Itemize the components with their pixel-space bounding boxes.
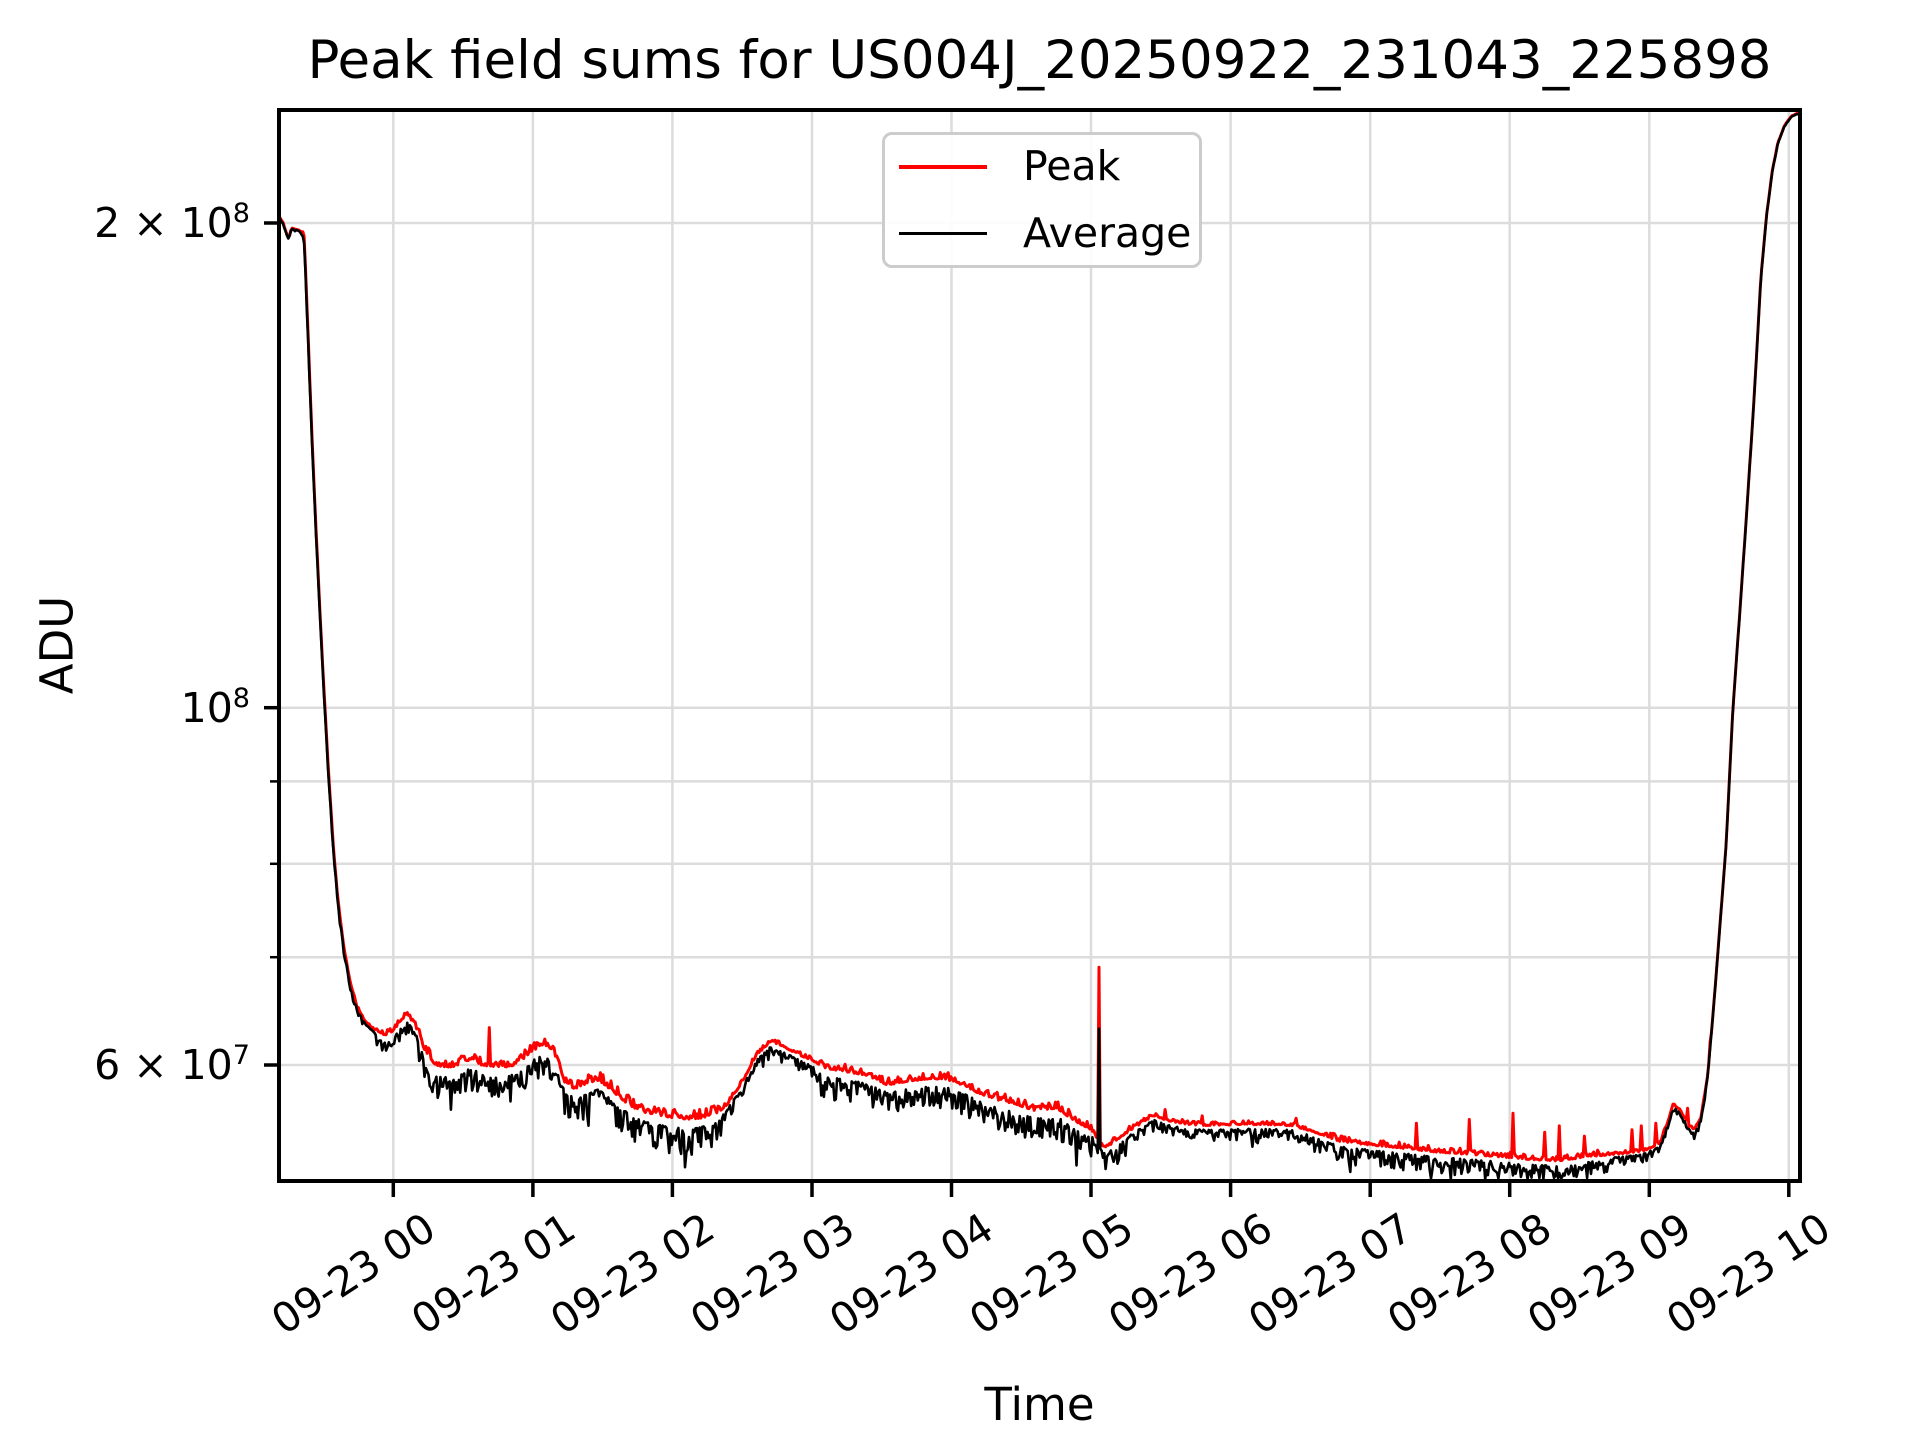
gridlines <box>279 110 1800 1181</box>
legend-label-average: Average <box>1023 209 1192 257</box>
plot-border <box>277 108 1802 1183</box>
peak-line-sample <box>899 164 987 169</box>
y-tick-label: 6 × 107 <box>94 1040 250 1089</box>
average-line-sample <box>899 232 987 235</box>
peak-line <box>279 110 1800 1163</box>
x-axis-label: Time <box>984 1378 1095 1431</box>
y-tick-label: 108 <box>180 682 250 732</box>
legend-entry-average: Average <box>885 213 1199 254</box>
chart-title: Peak field sums for US004J_20250922_2310… <box>307 30 1772 91</box>
y-tick-label: 2 × 108 <box>94 198 250 247</box>
legend-label-peak: Peak <box>1023 142 1121 190</box>
average-line <box>279 111 1800 1181</box>
axis-ticks <box>264 221 1791 1197</box>
legend-entry-peak: Peak <box>885 146 1199 187</box>
legend: Peak Average <box>882 132 1202 268</box>
